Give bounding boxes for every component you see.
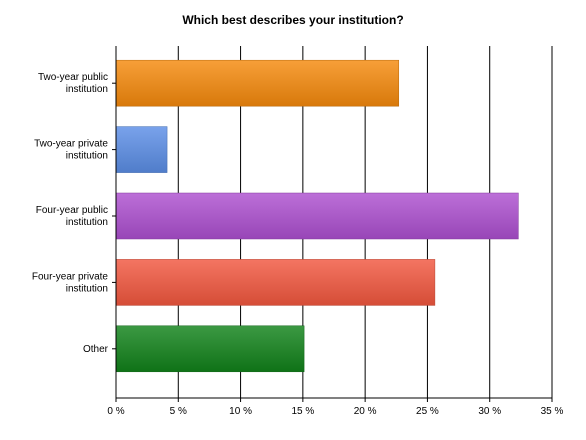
category-label-3: Four-year private institution: [32, 271, 109, 294]
category-label-line: Two-year public: [38, 72, 108, 83]
axes: [112, 46, 553, 402]
x-tick-label-15: 15 %: [291, 406, 314, 417]
category-label-line: institution: [66, 151, 108, 162]
category-label-line: Two-year private: [34, 139, 108, 150]
x-tick-label-20: 20 %: [354, 406, 377, 417]
bar-1: [115, 126, 168, 173]
category-label-1: Two-year private institution: [34, 139, 108, 162]
category-label-line: Four-year public: [36, 205, 108, 216]
category-label-line: institution: [66, 217, 108, 228]
x-tick-label-35: 35 %: [541, 406, 564, 417]
bars: [115, 59, 519, 373]
x-tick-label-0: 0 %: [107, 406, 124, 417]
category-label-line: institution: [66, 84, 108, 95]
category-label-line: institution: [66, 283, 108, 294]
category-label-line: Other: [83, 344, 109, 355]
bar-0: [115, 59, 400, 107]
bar-3: [115, 259, 436, 306]
category-label-line: Four-year private: [32, 271, 109, 282]
bar-4: [115, 325, 305, 373]
category-label-2: Four-year public institution: [36, 205, 108, 228]
x-tick-label-10: 10 %: [229, 406, 252, 417]
x-tick-label-25: 25 %: [416, 406, 439, 417]
x-tick-label-5: 5 %: [170, 406, 187, 417]
x-tick-label-30: 30 %: [478, 406, 501, 417]
category-label-0: Two-year public institution: [38, 72, 108, 95]
category-label-4: Other: [83, 344, 109, 355]
bar-2: [115, 192, 519, 240]
chart-title: Which best describes your institution?: [182, 13, 403, 27]
